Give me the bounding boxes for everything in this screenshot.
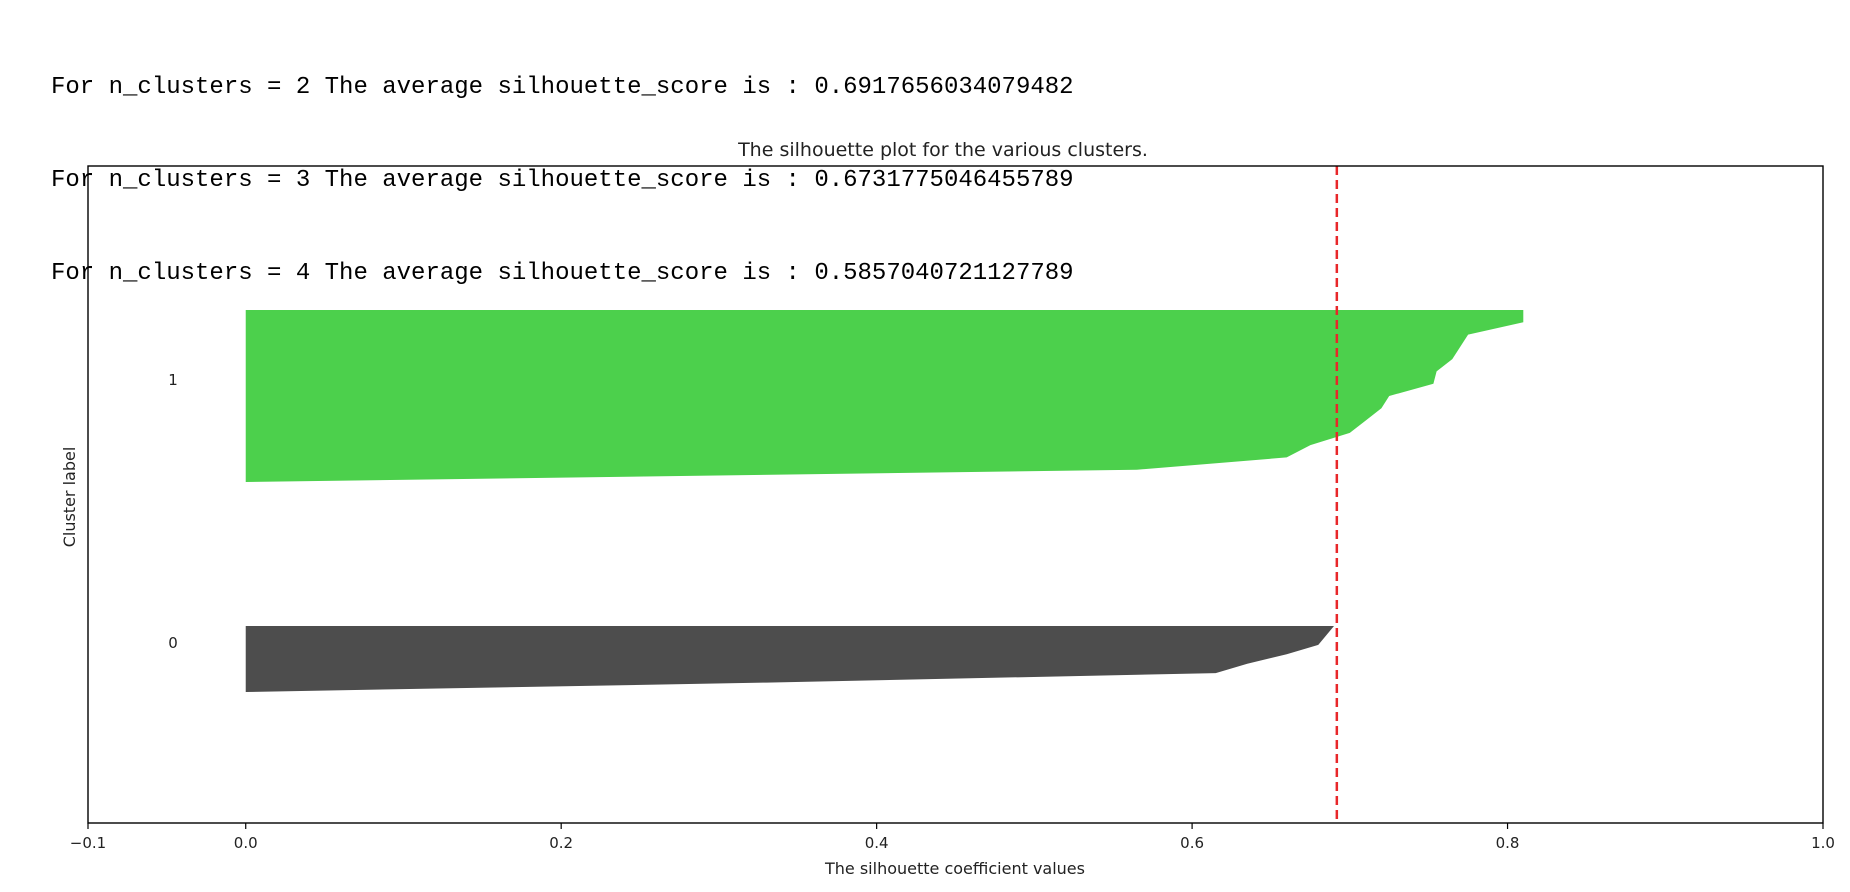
y-axis-label: Cluster label (60, 447, 79, 548)
cluster-0-silhouette (245, 626, 1335, 692)
x-axis-label: The silhouette coefficient values (824, 859, 1085, 878)
x-tick-label: 0.4 (865, 834, 889, 852)
chart-title: The silhouette plot for the various clus… (737, 139, 1148, 161)
x-tick-label: 0.6 (1180, 834, 1204, 852)
x-tick-label: 1.0 (1811, 834, 1835, 852)
cluster-1-silhouette (245, 310, 1524, 482)
cluster-label-0: 0 (168, 634, 178, 652)
chart-marks (245, 166, 1524, 823)
console-output: For n_clusters = 2 The average silhouett… (51, 10, 1074, 351)
output-line-n3: For n_clusters = 3 The average silhouett… (51, 167, 1074, 194)
cluster-label-1: 1 (168, 371, 178, 389)
x-tick-label: 0.2 (549, 834, 573, 852)
x-tick-label: 0.8 (1496, 834, 1520, 852)
x-tick-label: 0.0 (234, 834, 258, 852)
x-axis: −0.1 0.0 0.2 0.4 0.6 0.8 1.0 (70, 823, 1835, 852)
y-axis: 01 (168, 371, 178, 652)
output-line-n2: For n_clusters = 2 The average silhouett… (51, 74, 1074, 101)
x-tick-label: −0.1 (70, 834, 106, 852)
output-line-n4: For n_clusters = 4 The average silhouett… (51, 260, 1074, 287)
plot-frame (87, 165, 1824, 824)
